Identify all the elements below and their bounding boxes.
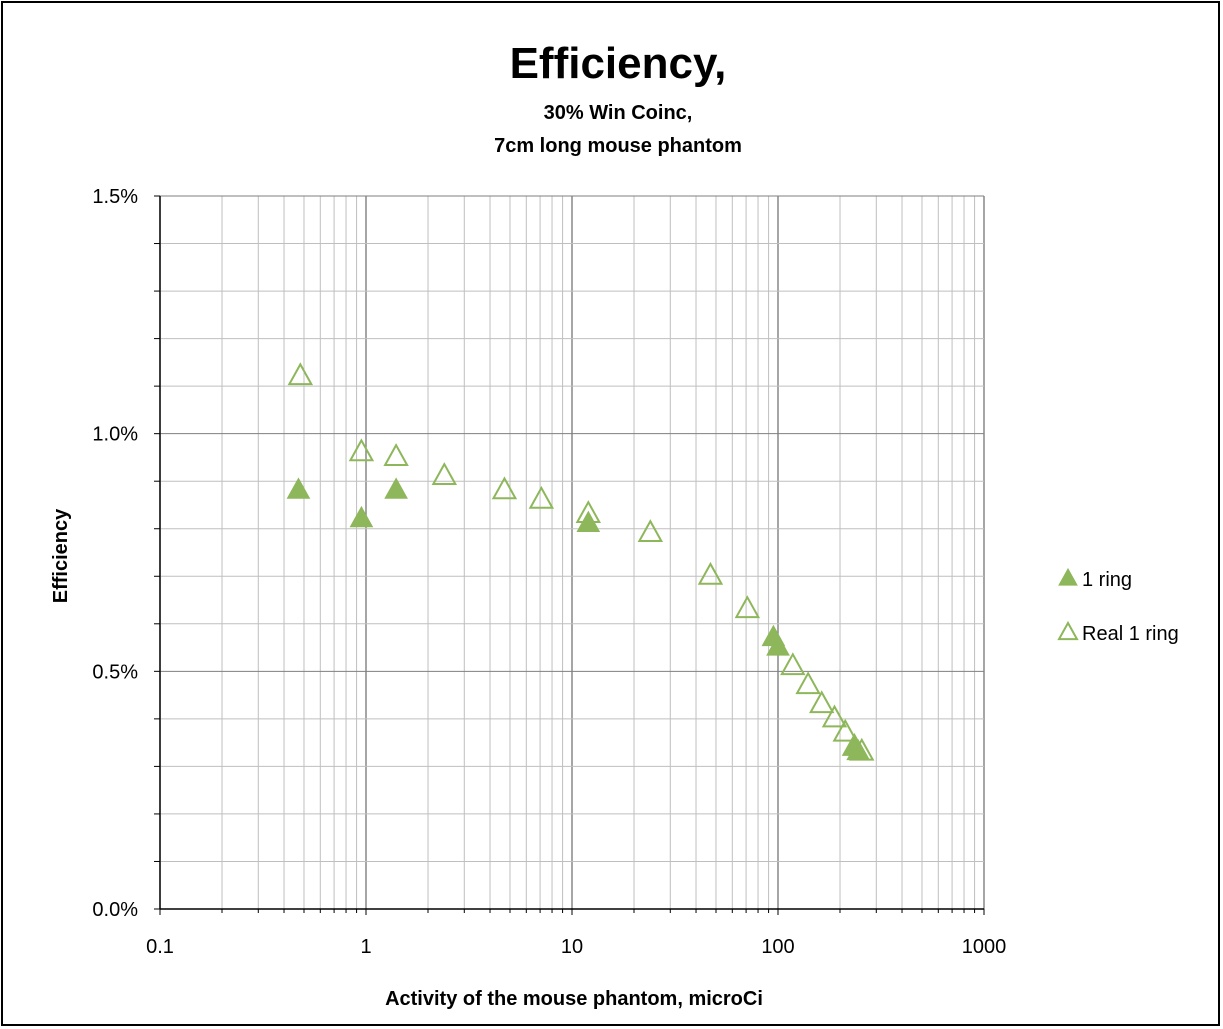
filled-triangle-point — [576, 510, 601, 533]
hollow-triangle-point — [809, 690, 835, 714]
series-real-1-ring — [287, 362, 875, 761]
filled-triangle-point — [846, 738, 871, 761]
x-tick-label: 100 — [761, 936, 794, 958]
filled-triangle-point — [384, 477, 408, 499]
series-1-ring — [286, 477, 871, 761]
hollow-triangle-point — [287, 362, 314, 386]
x-tick-label: 10 — [561, 936, 583, 958]
hollow-triangle-point — [780, 652, 806, 676]
x-tick-label: 1 — [360, 936, 371, 958]
legend-hollow-triangle-icon — [1057, 620, 1079, 641]
filled-triangle-point — [349, 505, 374, 528]
hollow-triangle-point — [795, 671, 821, 695]
tick-labels: 0.0% 0.5% 1.0% 1.5% 0.1 1 10 100 1000 — [92, 186, 1006, 958]
hollow-triangle-point — [431, 462, 458, 485]
y-tick-label: 1.0% — [92, 424, 138, 446]
data-points — [286, 362, 875, 761]
hollow-triangle-point — [821, 704, 848, 728]
legend-label: Real 1 ring — [1082, 623, 1179, 645]
legend: 1 ring Real 1 ring — [1057, 567, 1179, 645]
hollow-triangle-point — [528, 485, 555, 509]
grid — [154, 195, 985, 910]
chart-title: Efficiency, — [510, 39, 727, 88]
hollow-triangle-point — [637, 519, 664, 543]
chart-subtitle-line-1: 30% Win Coinc, — [544, 102, 693, 124]
chart-subtitle-line-2: 7cm long mouse phantom — [494, 135, 742, 157]
x-axis-label: Activity of the mouse phantom, microCi — [385, 988, 763, 1010]
hollow-triangle-point — [697, 561, 724, 585]
filled-triangle-point — [286, 477, 311, 499]
y-tick-label: 0.5% — [92, 661, 138, 683]
x-tick-label: 0.1 — [146, 936, 174, 958]
y-axis-label: Efficiency — [50, 508, 72, 603]
hollow-triangle-point — [383, 443, 409, 466]
y-tick-label: 1.5% — [92, 186, 138, 208]
hollow-triangle-point — [348, 438, 375, 462]
legend-label: 1 ring — [1082, 569, 1132, 591]
x-tick-label: 1000 — [962, 936, 1007, 958]
y-tick-label: 0.0% — [92, 899, 138, 921]
hollow-triangle-point — [832, 718, 858, 742]
chart: Efficiency, 30% Win Coinc, 7cm long mous… — [50, 39, 1179, 1010]
legend-filled-triangle-icon — [1058, 567, 1078, 586]
axes — [159, 196, 985, 915]
filled-triangle-point — [766, 634, 790, 656]
hollow-triangle-point — [734, 595, 761, 619]
hollow-triangle-point — [491, 476, 518, 500]
